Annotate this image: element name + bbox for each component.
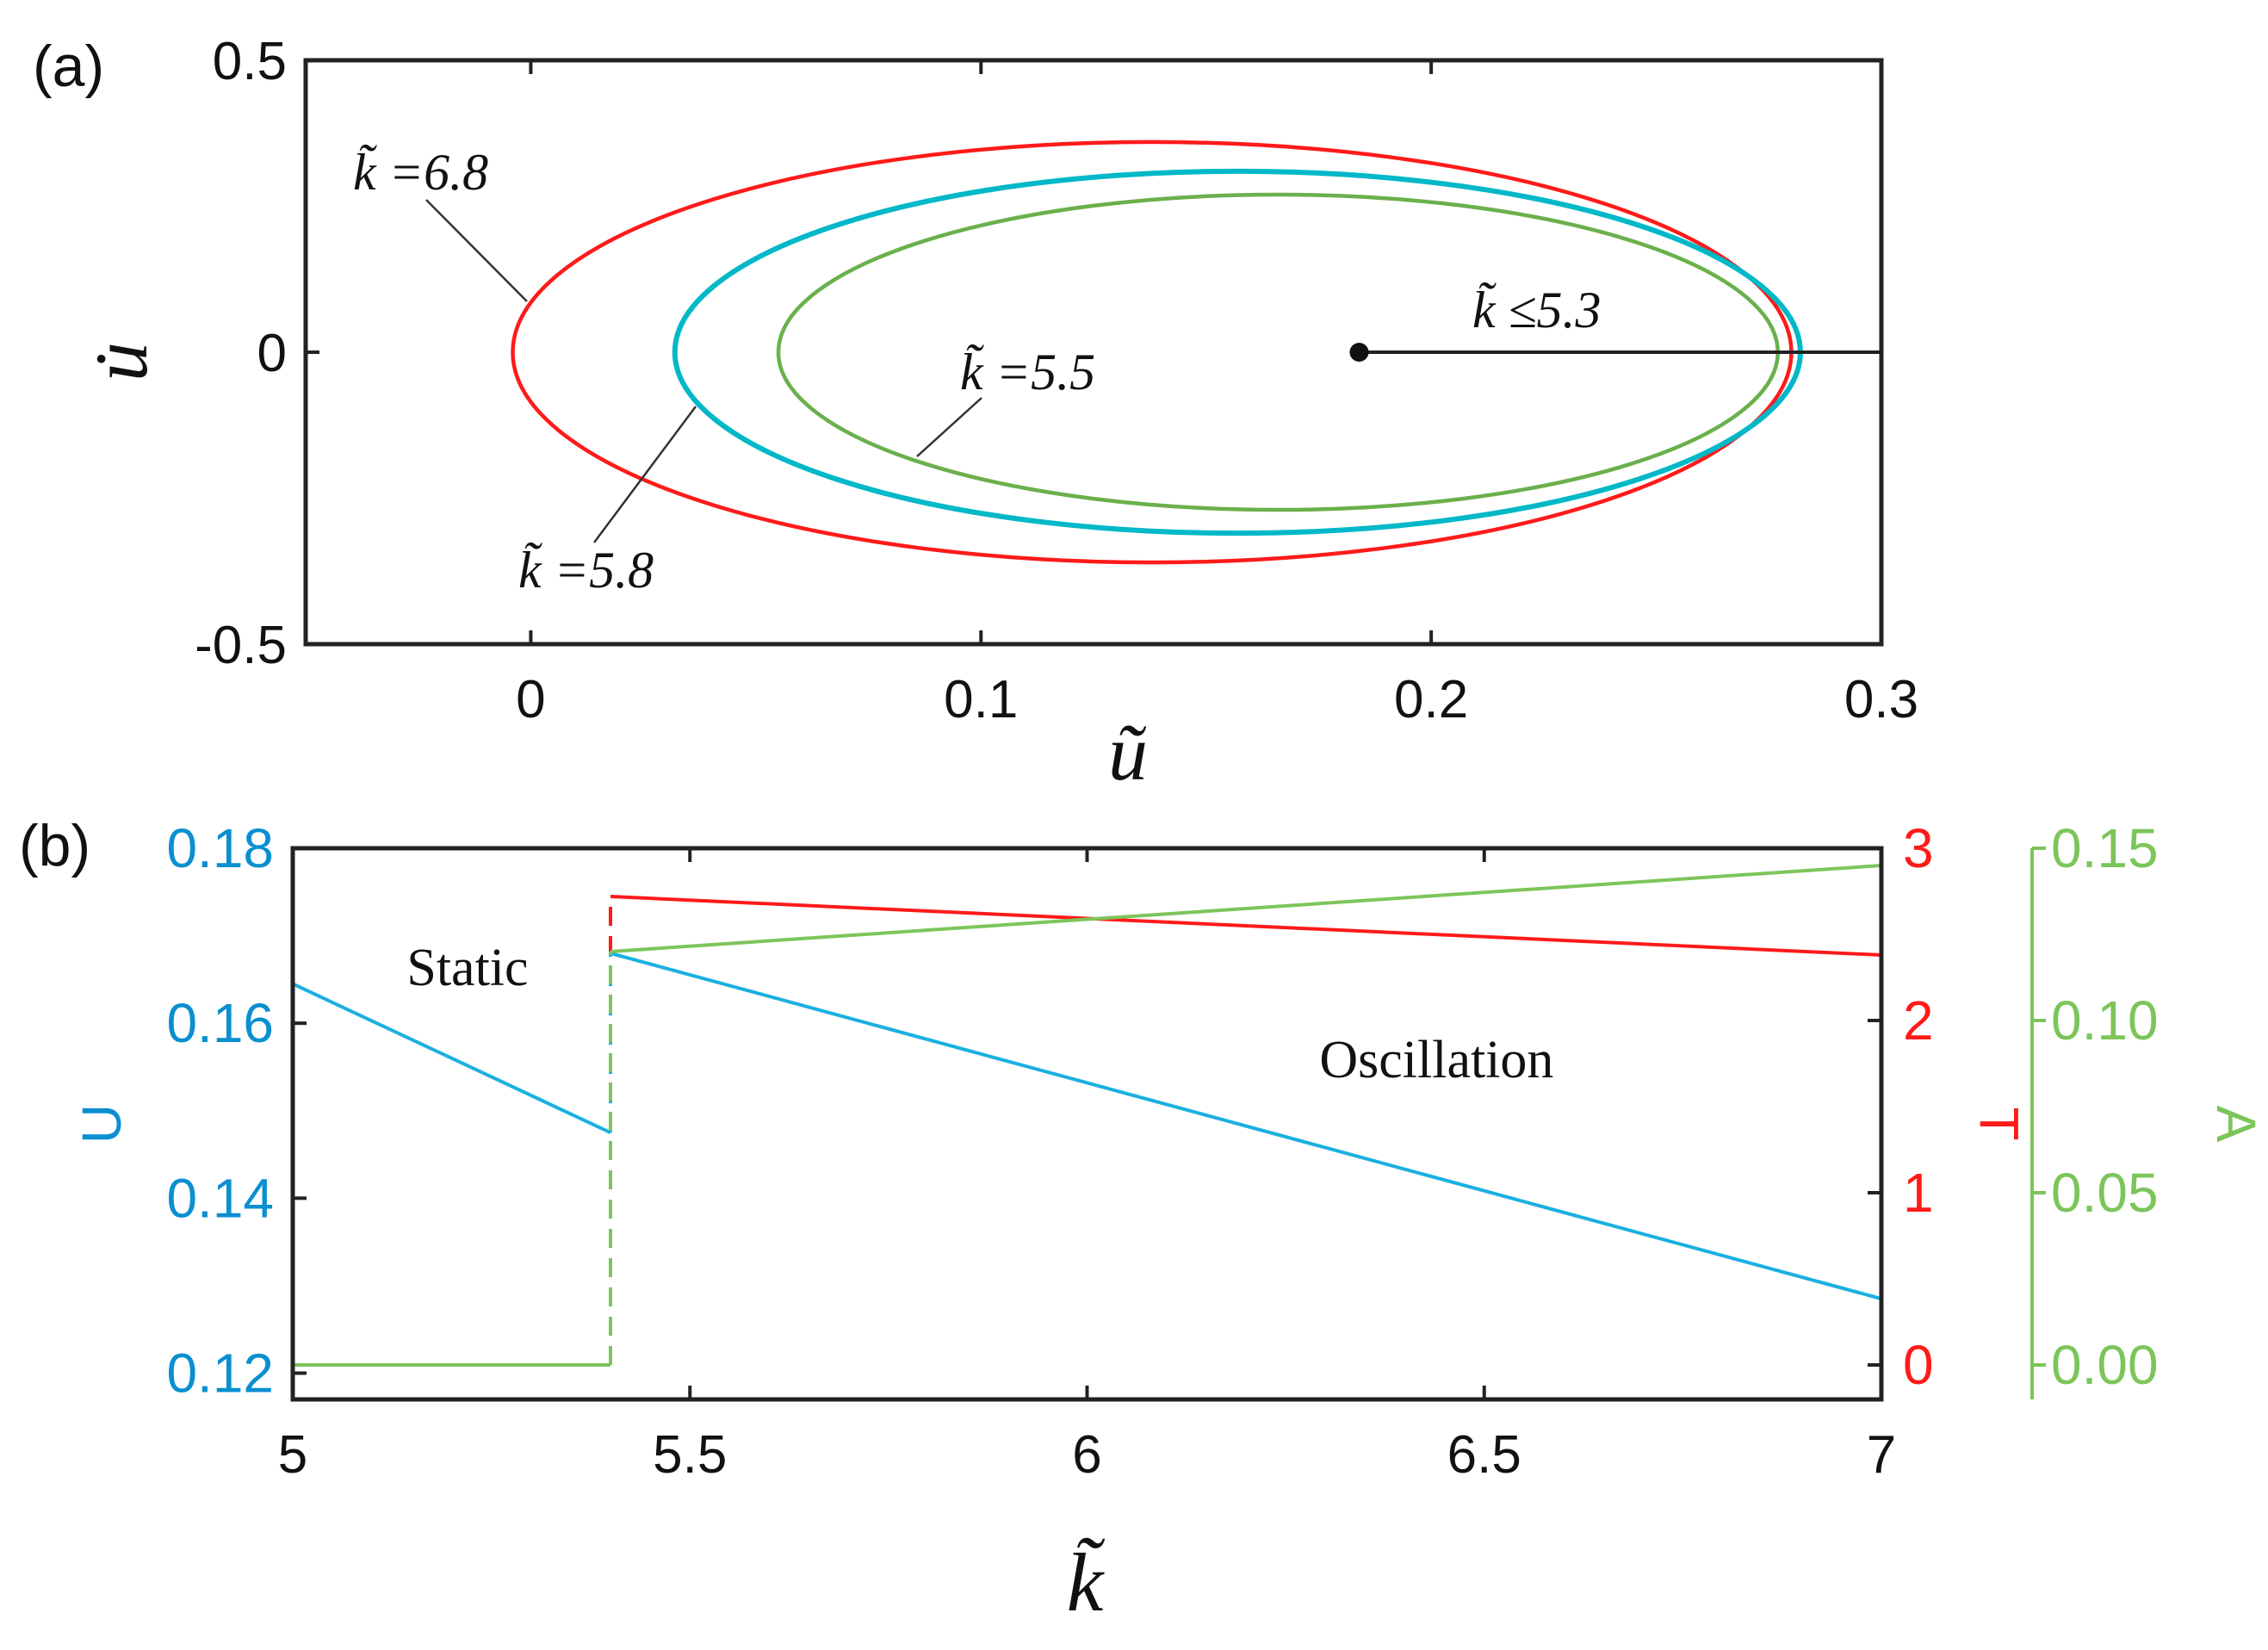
- y-tick-label-T: 1: [1903, 1162, 1934, 1224]
- x-tick-label-a: 0.1: [944, 670, 1018, 729]
- y-tick-label-A: 0.10: [2051, 989, 2159, 1051]
- panel-b: (b) 5 5.5 6 6.5 7 0.18 0.16 0.14 0.12 3 2 1 0 0.15 0.1…: [19, 813, 2267, 1628]
- x-tick-label-b: 7: [1867, 1425, 1896, 1485]
- y-tick-label-T: 0: [1903, 1334, 1934, 1396]
- label-k-6.8: k̃ =6.8: [353, 144, 488, 201]
- label-fixed-point: k̃ ≤5.3: [1472, 282, 1602, 338]
- y-tick-label-a: -0.5: [195, 616, 287, 675]
- y-tick-label-T: 3: [1903, 817, 1934, 879]
- x-tick-label-b: 5: [278, 1425, 307, 1485]
- y-tick-label-a: 0.5: [213, 32, 287, 91]
- leader-k-5.5: [916, 397, 982, 457]
- x-tick-label-a: 0: [516, 670, 545, 729]
- x-tick-label-b: 5.5: [653, 1425, 727, 1485]
- panel-a: (a) 0 0.1 0.2 0.3 0.5 0 -0.5 k̃ =6.8 k̃ =5.8 k…: [33, 32, 1918, 797]
- fixed-point-group: [1349, 343, 1881, 362]
- y-axis-label-A: A: [2205, 1106, 2267, 1143]
- y-tick-label-T: 2: [1903, 989, 1934, 1051]
- panel-b-ticks: 5 5.5 6 6.5 7 0.18 0.16 0.14 0.12 3 2 1 0 0.15 0.10 0.0…: [166, 817, 2158, 1485]
- series-U-oscillation: [610, 951, 1882, 1301]
- x-tick-label-b: 6: [1072, 1425, 1101, 1485]
- label-k-5.8: k̃ =5.8: [518, 542, 654, 599]
- series-T-oscillation: [610, 895, 1882, 957]
- x-tick-label-a: 0.3: [1844, 670, 1918, 729]
- y-axis-label-T: T: [1968, 1107, 2030, 1140]
- fixed-point-marker: [1349, 343, 1369, 362]
- leader-k-6.8: [425, 199, 528, 302]
- y-tick-label-a: 0: [257, 324, 287, 383]
- annotation-oscillation: Oscillation: [1319, 1031, 1553, 1089]
- panel-b-label: (b): [19, 813, 90, 878]
- y-tick-label-U: 0.14: [166, 1167, 274, 1229]
- panel-a-ticks: 0 0.1 0.2 0.3 0.5 0 -0.5: [195, 32, 1918, 729]
- x-tick-label-b: 6.5: [1447, 1425, 1521, 1485]
- label-k-5.5: k̃ =5.5: [960, 344, 1095, 400]
- panel-a-label: (a): [33, 34, 104, 99]
- leader-k-5.8: [592, 406, 697, 543]
- x-tick-label-a: 0.2: [1394, 670, 1468, 729]
- x-axis-label-a: ũ: [1108, 709, 1148, 797]
- y-tick-label-A: 0.15: [2051, 817, 2159, 879]
- panel-b-frame: [290, 846, 1884, 1402]
- series-A-oscillation: [610, 864, 1882, 953]
- y-tick-label-A: 0.05: [2051, 1162, 2159, 1224]
- y-tick-label-U: 0.18: [166, 817, 274, 879]
- y-tick-label-U: 0.16: [166, 992, 274, 1054]
- annotation-static: Static: [406, 939, 528, 997]
- y-tick-label-A: 0.00: [2051, 1334, 2159, 1396]
- y-axis-label-a: u̇: [76, 342, 164, 381]
- panel-b-series: [292, 864, 1882, 1367]
- series-U-static: [292, 982, 611, 1134]
- x-axis-label-b: k̃: [1067, 1536, 1106, 1628]
- y-axis-label-U: U: [71, 1104, 133, 1144]
- y-tick-label-U: 0.12: [166, 1343, 274, 1405]
